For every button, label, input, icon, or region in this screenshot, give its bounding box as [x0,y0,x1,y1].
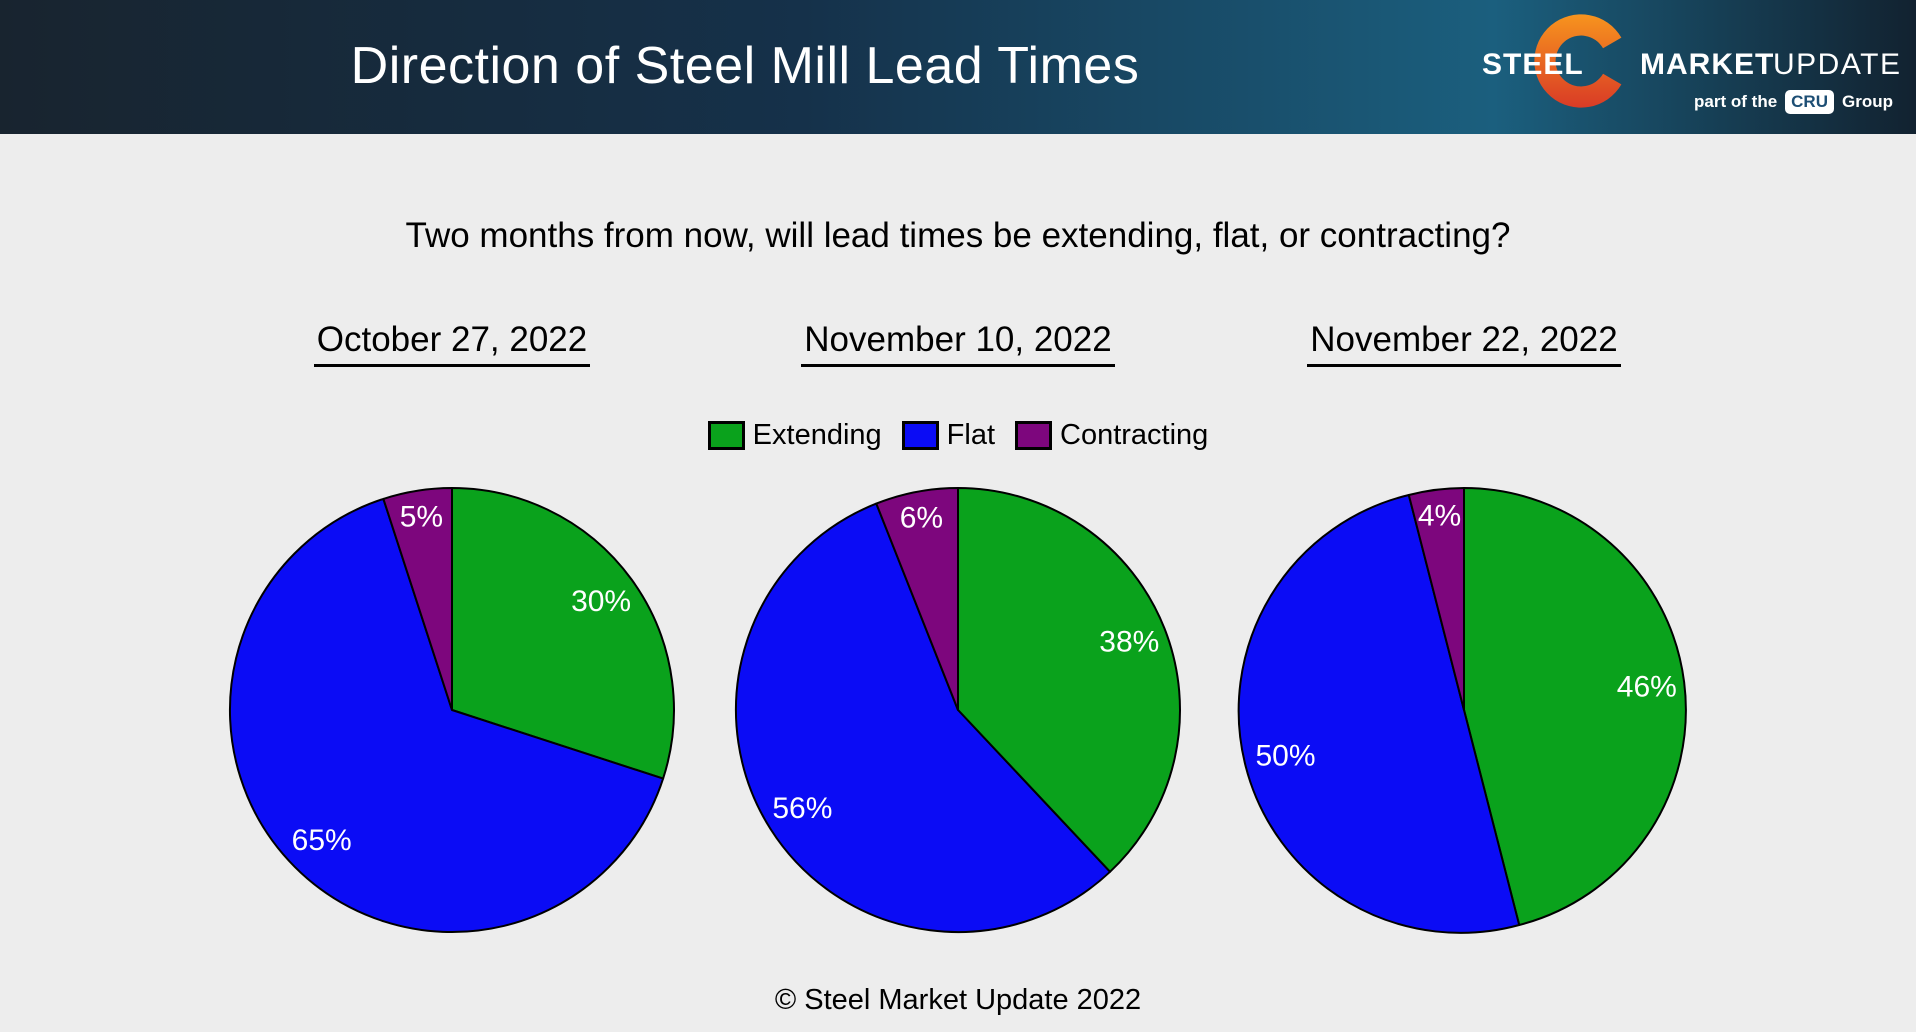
chart-col-pie-1: 30% 65% 5% [222,486,682,936]
page-title: Direction of Steel Mill Lead Times [350,37,1140,95]
pie-label-flat: 50% [1255,739,1315,772]
question-text: Two months from now, will lead times be … [405,216,1511,255]
chart-col-1: October 27, 2022 [222,320,682,367]
cru-badge: CRU [1785,90,1834,114]
pie-slice-contracting [875,487,959,711]
tagline-prefix: part of the [1694,92,1778,111]
pie-title-2: November 10, 2022 [801,320,1115,367]
pie-label-flat: 56% [772,792,832,825]
chart-col-pie-3: 46% 50% 4% [1234,486,1694,936]
logo-steel-text: STEEL [1482,48,1584,81]
tagline-suffix: Group [1842,92,1893,111]
pie-chart-2: 38% 56% 6% [735,487,1181,933]
pie-slice-flat [1237,494,1521,934]
crescent-icon [1528,8,1634,114]
legend-item-flat: Flat [901,419,996,452]
smu-logo: STEEL MARKET UPDATE part of the CRU Grou… [1468,8,1900,124]
pie-slice-flat [228,497,665,934]
logo-market-text: MARKET [1640,48,1775,81]
chart-col-3: November 22, 2022 [1234,320,1694,367]
pie-label-contracting: 6% [900,502,943,535]
chart-col-2: November 10, 2022 [728,320,1188,367]
dates-row: October 27, 2022 November 10, 2022 Novem… [0,320,1916,367]
pie-chart-1: 30% 65% 5% [228,487,675,934]
chart-legend: Extending Flat Contracting [0,419,1916,452]
pie-chart-3: 46% 50% 4% [1237,487,1687,934]
legend-swatch-flat [901,421,939,450]
legend-swatch-contracting [1015,421,1053,450]
legend-item-extending: Extending [707,419,882,452]
pie-label-extending: 38% [1099,626,1159,659]
pie-slice-flat [735,502,1111,933]
pie-title-1: October 27, 2022 [313,320,591,367]
legend-label-extending: Extending [752,419,882,451]
legend-swatch-extending [707,421,745,450]
pies-row: 30% 65% 5% 38% 56% 6% 46% 50% 4% [0,486,1916,936]
logo-update-text: UPDATE [1773,48,1902,81]
legend-item-contracting: Contracting [1015,419,1208,452]
pie-slice-extending [451,487,675,780]
pie-label-extending: 46% [1617,670,1677,703]
pie-label-flat: 65% [292,824,352,857]
pie-slice-contracting [382,487,453,711]
pie-slice-extending [957,487,1181,873]
pie-label-contracting: 5% [400,501,443,534]
copyright-text: © Steel Market Update 2022 [774,984,1142,1016]
pie-title-3: November 22, 2022 [1307,320,1621,367]
pie-label-contracting: 4% [1418,500,1461,533]
legend-label-contracting: Contracting [1060,419,1209,451]
pie-slice-contracting [1407,487,1465,711]
pie-slice-extending [1463,487,1687,926]
chart-col-pie-2: 38% 56% 6% [728,486,1188,936]
header-bar: Direction of Steel Mill Lead Times STEEL… [0,0,1916,134]
logo-tagline: part of the CRU Group [1694,90,1893,114]
legend-label-flat: Flat [946,419,996,451]
pie-label-extending: 30% [571,585,631,618]
